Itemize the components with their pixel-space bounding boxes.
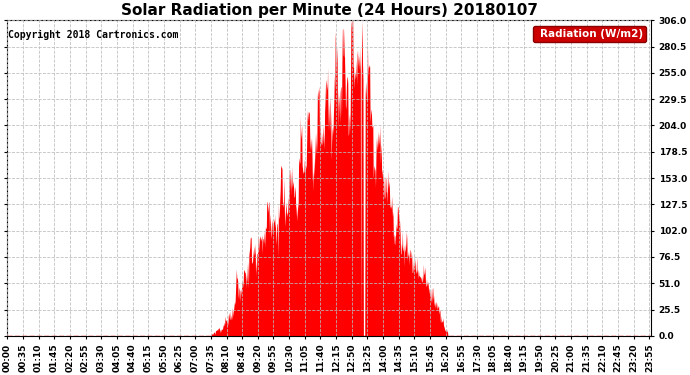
Legend: Radiation (W/m2): Radiation (W/m2) (533, 26, 646, 42)
Text: Copyright 2018 Cartronics.com: Copyright 2018 Cartronics.com (8, 30, 178, 40)
Title: Solar Radiation per Minute (24 Hours) 20180107: Solar Radiation per Minute (24 Hours) 20… (121, 3, 538, 18)
